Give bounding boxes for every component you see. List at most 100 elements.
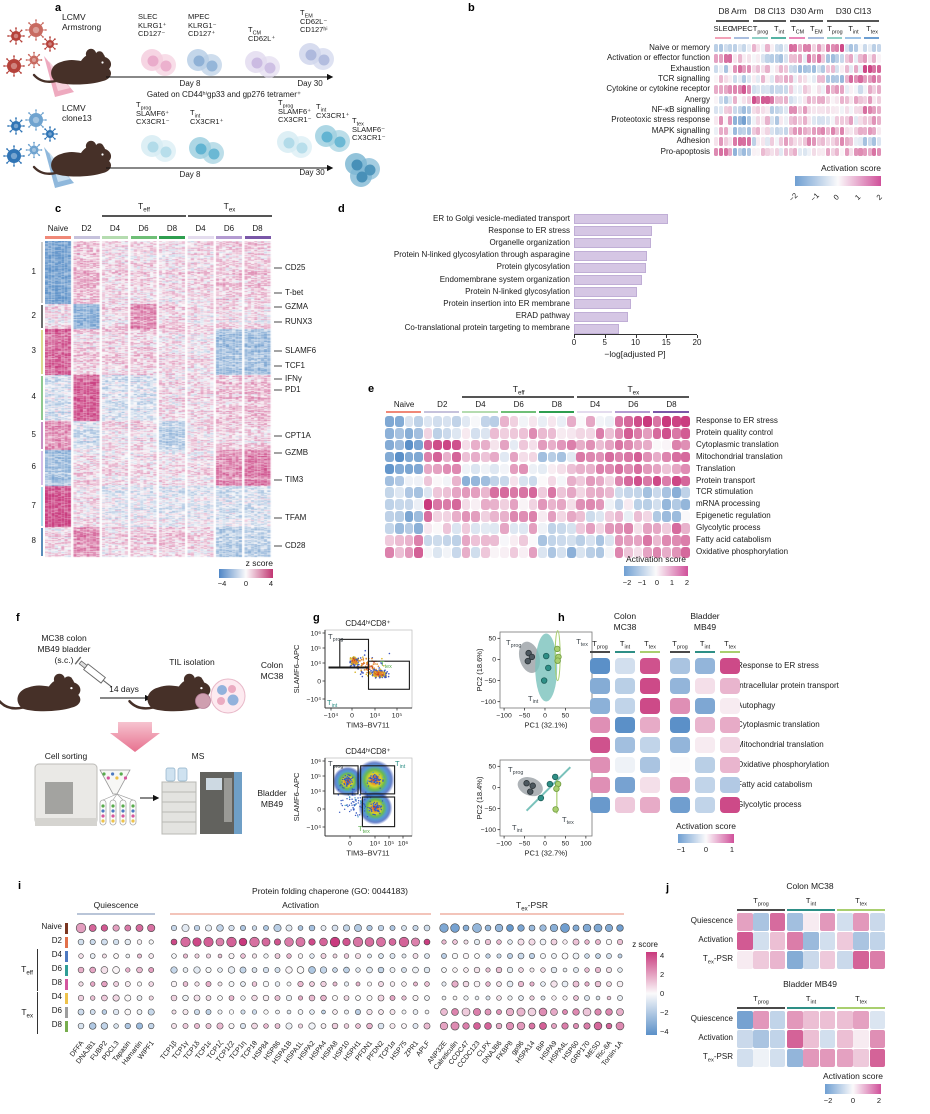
i-dot [148,939,154,945]
b-heatmap-cell [863,75,868,84]
b-heatmap-cell [867,85,872,94]
e-heatmap-cell [643,535,652,546]
g-flow-dot [371,665,374,667]
g-pca-ytick: −50 [484,678,496,685]
g-flow-dot [379,669,381,672]
g-flow-dot [373,672,375,674]
i-dot [584,939,590,945]
f-arrow-label: 14 days [109,684,139,694]
g-flow-dot [372,802,374,805]
b-heatmap-cell [793,126,798,136]
g-flow-dot [383,674,385,676]
e-heatmap-cell [509,439,519,451]
g-flow-dot [377,670,380,673]
b-top-group-label: D8 Cl13 [754,6,786,16]
g-flow-xlabel: TIM3–BV711 [346,849,389,858]
g-flow-dot [372,771,374,774]
g-flow-dot [377,672,379,674]
c-tex-label: Tex [223,201,236,214]
e-heatmap-cell [585,487,595,499]
j-block-title: Bladder MB49 [783,979,837,989]
g-flow-dot [357,802,359,804]
e-heatmap-cell [624,511,633,522]
e-heatmap-cell [557,487,566,499]
b-heatmap-cell [807,116,812,125]
g-flow-dot [376,672,379,674]
d-bar-label: Endomembrane system organization [439,274,570,284]
c-cluster-number: 2 [31,310,36,320]
i-dot [451,980,459,988]
i-dot [182,994,189,1002]
b-heatmap-cell [839,44,844,53]
e-heatmap-cell [519,535,528,546]
i-dot [423,938,431,946]
i-legend-tick: 2 [660,970,665,979]
g-flow-dot [377,675,380,677]
g-flow-dot [354,794,356,796]
i-dot [582,1007,592,1017]
i-dot [238,937,248,947]
g-flow-dot [357,797,359,799]
g-flow-dot [362,661,365,664]
g-flow-dot [368,668,371,670]
g-flow-dot [370,808,373,811]
j-col-group-label: Ttex [855,994,867,1006]
b-heatmap-cell [877,147,882,156]
i-dot [344,981,349,987]
g-flow-dot [377,672,380,674]
e-heatmap-cell [633,546,643,558]
i-protein-label: TCP1γ [171,1040,190,1062]
e-heatmap-cell [404,535,414,546]
g-flow-dot [367,672,370,674]
d-axis-tick-label: 0 [571,338,577,347]
i-row-label: D2 [51,936,62,945]
e-heatmap-cell [671,546,681,558]
b-heatmap-cell [802,85,807,94]
b-heatmap-cell [844,137,849,146]
e-heatmap-cell [643,451,652,463]
g-flow-dot [364,665,367,668]
b-heatmap-cell [784,106,789,115]
g-flow-dot [350,784,353,787]
i-dot [474,953,480,959]
g-flow-dot [364,807,366,809]
j-heatmap-cell [803,932,819,950]
d-bar [574,311,628,322]
b-heatmap-cell [770,116,775,125]
g-flow-dot [384,675,387,677]
i-dot [389,1009,396,1015]
g-flow-dot [382,780,384,782]
e-heatmap-cell [585,499,595,510]
i-dot [617,953,623,959]
h-heatmap-cell [615,658,635,674]
e-heatmap-cell [538,523,547,534]
b-heatmap-cell [807,106,812,115]
e-heatmap-cell [652,451,662,463]
g-flow-dot [372,804,375,806]
i-protein-label: CCDC47 [448,1040,471,1066]
g-flow-dot [342,786,344,789]
e-heatmap-cell [538,546,547,558]
e-heatmap-cell [471,451,481,463]
d-bar-label: Protein glycosylation [496,262,570,272]
b-subgroup-underline [845,37,861,40]
j-heatmap-cell [819,1049,836,1067]
j-col-group-label: Ttex [855,896,867,908]
g-flow-dot [377,671,379,673]
g-flow-dot [346,775,349,778]
g-flow-dot [370,778,373,780]
e-heatmap-cell [404,439,414,451]
e-heatmap-cell [605,487,614,499]
b-heatmap-cell [751,126,756,136]
g-flow-dot [374,810,376,812]
i-dot [89,1009,96,1015]
j-heatmap-cell [803,1011,819,1029]
e-heatmap-cell [624,487,633,499]
g-flow-dot [352,663,355,665]
e-group-underline [500,411,536,414]
g-flow-dot [374,671,376,674]
mouse-armstrong-icon [32,48,112,85]
g-flow-dot [352,794,354,796]
b-heatmap-cell [718,95,724,105]
b-heatmap-cell [807,95,812,105]
